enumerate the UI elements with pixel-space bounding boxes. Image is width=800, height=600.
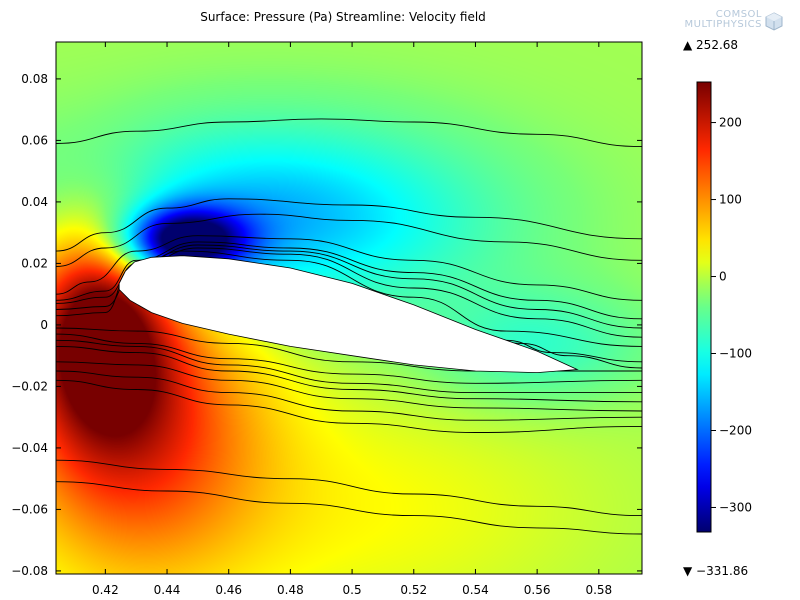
streamline [56, 213, 642, 267]
x-tick-label: 0.48 [277, 583, 304, 597]
plot-frame [55, 41, 643, 575]
colorbar-max-readout: ▲ 252.68 [683, 38, 739, 52]
x-tick-label: 0.54 [462, 583, 489, 597]
y-tick-label: 0.04 [21, 195, 48, 209]
colorbar-tick-label: 0 [719, 270, 727, 284]
y-tick-label: −0.08 [11, 564, 48, 578]
colorbar-ticks: 200 100 0 −100 −200 −300 [711, 116, 752, 514]
x-axis: 0.42 0.44 0.46 0.48 0.5 0.52 0.54 0.56 0.58 [92, 42, 612, 597]
logo-line1: COMSOL [715, 9, 762, 20]
streamline [56, 244, 642, 329]
colorbar [696, 81, 712, 533]
y-tick-label: 0.08 [21, 72, 48, 86]
x-tick-label: 0.5 [343, 583, 362, 597]
streamline [56, 235, 642, 301]
y-tick-label: 0 [40, 318, 48, 332]
streamline [56, 333, 642, 384]
x-tick-label: 0.56 [524, 583, 551, 597]
colorbar-min-readout: ▼ −331.86 [683, 564, 749, 578]
streamline [56, 241, 642, 320]
streamline [56, 118, 642, 148]
streamline [56, 459, 642, 517]
colorbar-tick-label: 200 [719, 116, 742, 130]
colorbar-tick-label: −300 [719, 500, 752, 514]
streamline [56, 198, 642, 252]
logo-line2: MULTIPHYSICS [684, 19, 762, 30]
y-tick-label: 0.06 [21, 133, 48, 147]
streamline [56, 339, 642, 394]
streamline [56, 370, 642, 421]
streamline [56, 379, 642, 433]
colorbar-tick-label: 100 [719, 193, 742, 207]
x-tick-label: 0.52 [400, 583, 427, 597]
x-tick-label: 0.58 [585, 583, 612, 597]
airfoil [118, 255, 579, 374]
y-axis: 0.08 0.06 0.04 0.02 0 −0.02 −0.04 −0.06 −0.08 [11, 72, 642, 578]
plot-title: Surface: Pressure (Pa) Streamline: Veloc… [200, 10, 486, 24]
streamline [56, 481, 642, 535]
streamline [56, 250, 642, 347]
x-tick-label: 0.46 [215, 583, 242, 597]
logo-text: COMSOL MULTIPHYSICS [685, 10, 762, 30]
x-tick-label: 0.44 [154, 583, 181, 597]
streamline [56, 361, 642, 412]
streamline [56, 247, 642, 338]
y-tick-label: −0.04 [11, 441, 48, 455]
y-tick-label: 0.02 [21, 256, 48, 270]
y-tick-label: −0.06 [11, 502, 48, 516]
streamline [56, 345, 642, 403]
x-tick-label: 0.42 [92, 583, 119, 597]
colorbar-tick-label: −200 [719, 423, 752, 437]
y-tick-label: −0.02 [11, 379, 48, 393]
comsol-logo: COMSOL MULTIPHYSICS [668, 10, 784, 36]
logo-cube-icon [765, 12, 783, 31]
colorbar-tick-label: −100 [719, 347, 752, 361]
